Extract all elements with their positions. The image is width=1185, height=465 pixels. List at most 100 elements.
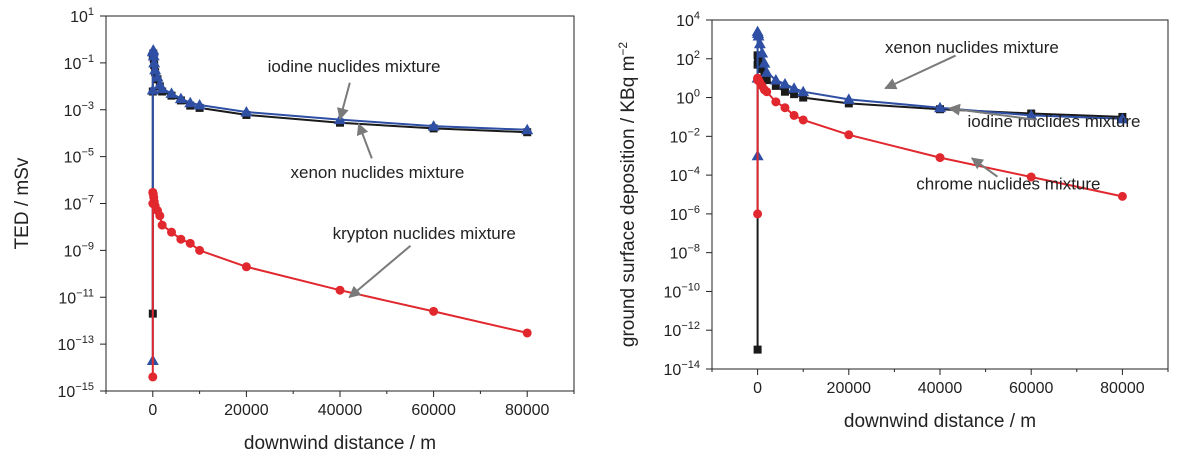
data-point-triangle (184, 96, 197, 108)
y-tick-label: 10−1 (64, 53, 94, 73)
data-point-circle (1026, 172, 1036, 182)
annotation-arrow (337, 82, 351, 121)
plot-frame (711, 19, 1169, 370)
data-point-triangle (174, 92, 187, 104)
data-point-triangle (427, 120, 440, 131)
data-point-circle (195, 245, 205, 255)
chart-deposition: 0 20000 40000 60000 80000 10−14 10−12 10−10 10−8… (616, 10, 1169, 432)
data-point-triangle (778, 78, 791, 89)
annotation-label: xenon nuclides mixture (291, 163, 465, 182)
data-point-triangle (148, 56, 161, 68)
x-tick-label: 80000 (1100, 380, 1145, 397)
data-point-triangle (521, 123, 534, 135)
annotation-label: krypton nuclides mixture (333, 224, 516, 243)
data-point-circle (429, 306, 439, 316)
data-point-circle (335, 285, 345, 295)
data-point-triangle (1116, 112, 1129, 124)
data-point-circle (155, 211, 165, 221)
data-point-triangle (149, 63, 162, 75)
data-point-square (758, 64, 767, 73)
x-tick-label: 0 (753, 380, 762, 397)
y-tick-label: 10−8 (670, 243, 700, 263)
annotation-arrow (884, 54, 957, 90)
series-circle (148, 187, 532, 382)
data-point-square (790, 90, 799, 99)
y-tick-label: 10−13 (58, 334, 94, 354)
y-tick-label: 10−10 (664, 281, 700, 301)
y-tick-label: 10−15 (58, 381, 94, 401)
data-point-square (755, 60, 764, 69)
annotation-arrow (970, 157, 999, 178)
data-point-triangle (769, 74, 782, 85)
data-point-circle (522, 328, 532, 338)
series-line (756, 55, 1123, 350)
annotation-arrow (356, 122, 373, 159)
annotation-label: xenon nuclides mixture (885, 38, 1059, 57)
y-axis-label: ground surface deposition / KBq m−2 (616, 42, 639, 348)
data-point-circle (1117, 191, 1127, 201)
data-point-circle (148, 372, 158, 382)
x-tick-label: 40000 (918, 380, 963, 397)
data-point-square (780, 87, 789, 96)
data-point-triangle (788, 82, 801, 93)
data-point-circle (753, 209, 763, 219)
data-point-circle (185, 238, 195, 248)
y-tick-label: 10−4 (670, 165, 700, 185)
data-point-square (753, 345, 762, 354)
data-point-triangle (1025, 109, 1038, 120)
y-tick-label: 10−9 (64, 240, 94, 260)
data-point-triangle (156, 82, 169, 94)
annotation-label: chrome nuclides mixture (916, 175, 1100, 194)
y-tick-label: 104 (676, 10, 700, 30)
y-tick-label: 10−5 (64, 147, 94, 167)
y-tick-label: 101 (70, 6, 94, 26)
x-tick-label: 60000 (411, 402, 456, 419)
y-axis-label: TED / mSv (12, 157, 33, 249)
data-point-square (762, 76, 771, 85)
data-point-square (771, 81, 780, 90)
data-point-triangle (151, 70, 164, 82)
series-line (151, 49, 528, 361)
data-point-circle (771, 97, 781, 107)
y-tick-label: 10−14 (664, 359, 700, 379)
y-tick-label: 10−11 (58, 287, 94, 307)
annotation-arrow (348, 245, 412, 299)
x-axis-label: downwind distance / m (244, 433, 436, 454)
x-tick-label: 20000 (224, 402, 269, 419)
data-point-circle (798, 115, 808, 125)
x-tick-label: 0 (148, 402, 157, 419)
data-point-square (799, 93, 808, 102)
data-point-circle (780, 103, 790, 113)
y-tick-label: 10−2 (670, 126, 700, 146)
series-circle (753, 73, 1127, 219)
series-line (151, 53, 528, 314)
data-point-circle (176, 234, 186, 244)
chart-ted: 0 20000 40000 60000 80000 10−15 10−13 10−11 10−9… (12, 6, 575, 454)
x-axis-label: downwind distance / m (844, 411, 1036, 432)
y-tick-label: 10−12 (664, 320, 700, 340)
data-point-circle (844, 130, 854, 140)
series-square (753, 51, 1127, 354)
x-tick-label: 60000 (1009, 380, 1054, 397)
series-square (148, 49, 532, 318)
series-line (151, 192, 528, 377)
data-point-circle (935, 153, 945, 163)
series-triangle (146, 44, 534, 366)
data-point-triangle (146, 83, 159, 95)
data-point-triangle (147, 49, 160, 61)
data-point-triangle (753, 37, 766, 49)
data-point-triangle (760, 66, 773, 77)
x-tick-label: 20000 (827, 380, 872, 397)
data-point-circle (789, 110, 799, 120)
data-point-triangle (193, 98, 206, 110)
data-point-circle (157, 220, 167, 230)
y-tick-label: 10−7 (64, 194, 94, 214)
x-tick-label: 40000 (318, 402, 363, 419)
data-point-triangle (147, 44, 160, 55)
data-point-circle (241, 262, 251, 272)
y-tick-label: 100 (676, 88, 700, 108)
data-point-triangle (165, 87, 178, 98)
data-point-triangle (752, 29, 765, 41)
